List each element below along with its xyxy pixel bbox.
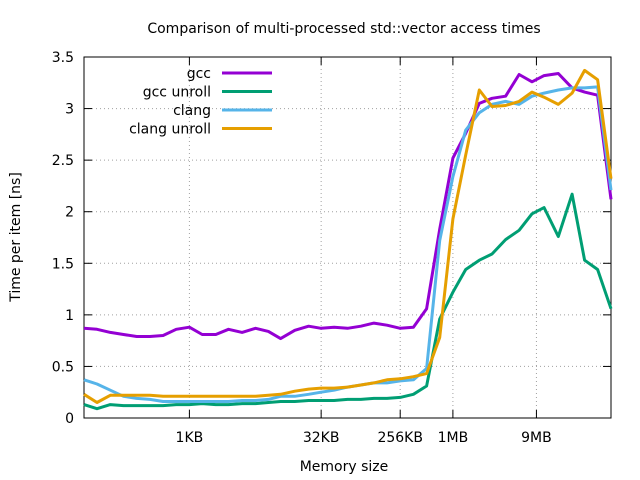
y-tick-label: 2.5 [52, 153, 74, 169]
series-line-gcc [83, 72, 613, 341]
y-tick-label: 1.5 [52, 256, 74, 272]
y-axis-label: Time per item [ns] [8, 172, 24, 303]
x-tick-label: 9MB [521, 430, 552, 446]
x-tick-label: 1MB [438, 430, 469, 446]
legend-label: gcc unroll [143, 85, 211, 101]
legend-label: clang unroll [129, 122, 211, 138]
legend-label: gcc [187, 66, 211, 82]
series-line-gcc-unroll [83, 192, 613, 411]
series-lines [83, 68, 613, 411]
axis-ticks: 0 0.5 1 1.5 2 2.5 3 3.5 1KB 32KB 256KB 1MB 9MB [52, 50, 611, 446]
y-tick-label: 2 [65, 205, 74, 221]
x-tick-label: 32KB [303, 430, 340, 446]
y-tick-label: 3 [65, 102, 74, 118]
y-tick-label: 0.5 [52, 359, 74, 375]
y-tick-label: 1 [65, 308, 74, 324]
legend-label: clang [173, 103, 211, 119]
legend: gcc gcc unroll clang clang unroll [129, 66, 272, 138]
x-axis-label: Memory size [300, 459, 389, 475]
plot-frame [83, 56, 612, 419]
x-tick-label: 1KB [176, 430, 204, 446]
y-tick-label: 3.5 [52, 50, 74, 66]
series-line-clang-unroll [83, 68, 613, 404]
y-tick-label: 0 [65, 411, 74, 427]
x-tick-label: 256KB [377, 430, 423, 446]
grid-lines [84, 57, 611, 418]
chart-title: Comparison of multi-processed std::vecto… [147, 21, 540, 37]
